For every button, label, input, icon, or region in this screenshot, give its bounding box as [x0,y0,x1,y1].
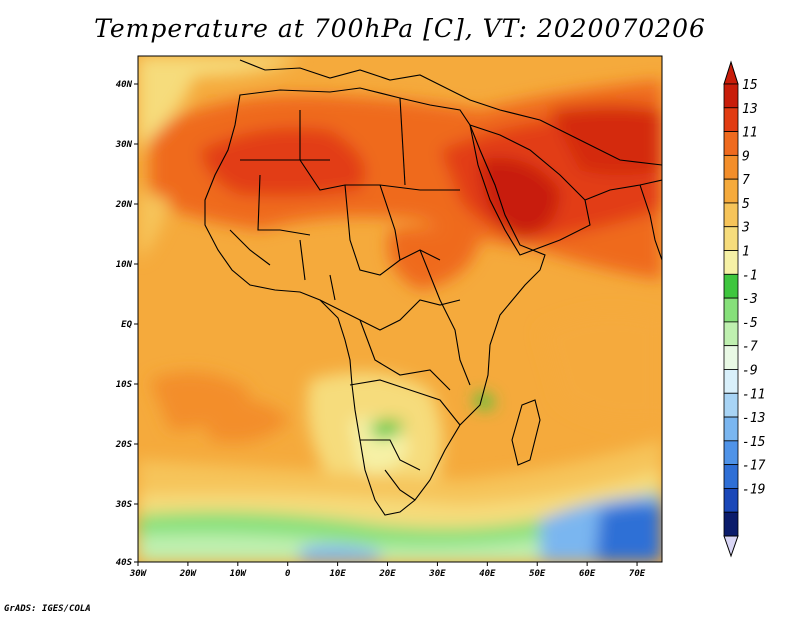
lon-label: 60E [579,569,596,579]
colorbar-label: -9 [742,363,758,378]
lat-label: 20N [115,200,133,210]
lon-label: 30W [129,569,148,579]
colorbar-segment [723,345,739,370]
lon-label: 50E [529,569,546,579]
colorbar-segment [723,392,739,418]
colorbar-segment [723,273,739,299]
colorbar-segment [723,131,739,156]
colorbar-label: -17 [742,459,766,474]
colorbar-label: 3 [741,221,750,236]
colorbar-segment [723,250,739,275]
colorbar-segment [723,154,739,180]
lon-label: 20E [378,569,396,579]
lat-label: 10S [116,380,133,390]
colorbar-segment [723,488,739,513]
map-frame [137,55,663,563]
colorbar-label: 1 [742,245,750,260]
colorbar-segment [723,416,739,442]
coastlines [204,59,662,516]
colorbar-label: 13 [742,102,758,117]
colorbar-segment [723,178,739,204]
colorbar-segment [723,440,739,466]
colorbar-segment [723,202,739,228]
map-axes: 30W 20W 10W 0 10E 20E 30E 40E 50E 60E 70E 40N 30N 20N… [115,80,646,579]
colorbar-segment [723,321,739,347]
colorbar-top-arrow [723,60,739,85]
lat-label: 40S [116,558,133,568]
lat-label: 40N [116,80,133,90]
colorbar-label: 9 [742,149,750,164]
lon-label: 70E [629,569,646,579]
colorbar-segment [723,464,739,489]
colorbar-label: 15 [742,78,758,93]
temperature-field [138,56,662,562]
colorbar: 15 13 11 9 7 5 3 1 -1 -3 -5 -7 -9 -11 -13 -15 -17 -19 [723,60,766,558]
colorbar-label: 7 [742,173,750,188]
chart-title: Temperature at 700hPa [C], VT: 202007020… [94,14,706,43]
colorbar-label: -11 [742,387,765,402]
colorbar-segment [723,83,739,109]
colorbar-segment [723,226,739,251]
lat-label: EQ [121,320,132,330]
lat-label: 30S [115,500,133,510]
colorbar-bottom-arrow [723,535,739,558]
colorbar-label: 5 [742,197,750,212]
lon-label: 30E [428,569,446,579]
lat-label: 30N [115,140,133,150]
lon-label: 10W [230,569,248,579]
colorbar-segment [723,297,739,323]
lat-label: 20S [115,440,133,450]
colorbar-label: -15 [742,435,766,450]
colorbar-label: -13 [742,411,765,426]
lon-label: 40E [479,569,496,579]
lat-label: 10N [116,260,133,270]
colorbar-segment [723,107,739,132]
colorbar-label: -1 [742,268,758,283]
colorbar-label: -3 [742,292,758,307]
lon-label: 20W [179,569,198,579]
colorbar-segment [723,369,739,394]
colorbar-segment [723,511,739,537]
lon-label: 0 [285,569,291,579]
colorbar-label: 11 [742,126,758,141]
colorbar-label: -5 [742,316,758,331]
lon-label: 10E [329,569,346,579]
colorbar-label: -19 [742,482,765,497]
colorbar-label: -7 [742,340,758,355]
grads-credit: GrADS: IGES/COLA [4,604,91,614]
